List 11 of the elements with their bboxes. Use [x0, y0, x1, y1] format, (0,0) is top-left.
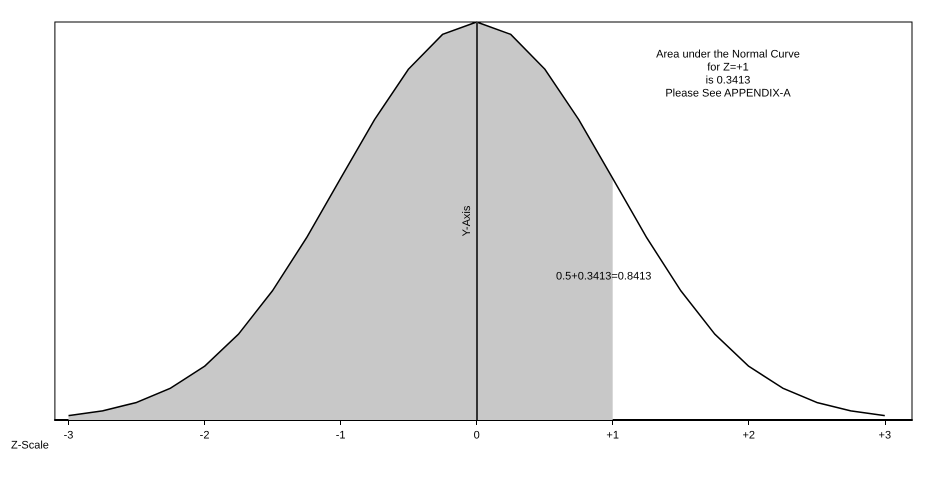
x-tick-label: -3: [64, 430, 74, 442]
x-tick-label: +1: [606, 430, 619, 442]
x-axis-title: Z-Scale: [10, 440, 49, 452]
x-tick-label: +2: [742, 430, 756, 442]
annotation: 0.5+0.3413=0.8413: [556, 270, 652, 282]
annotation: Area under the Normal Curve for Z=+1 is 0.3413 Please See APPENDIX-A: [656, 48, 800, 100]
x-tick-label: -1: [336, 430, 346, 442]
ref-line-label: Y-Axis: [461, 205, 474, 236]
x-tick-label: -2: [200, 430, 210, 442]
x-tick-label: 0: [474, 430, 480, 442]
x-tick-label: +3: [878, 430, 892, 442]
